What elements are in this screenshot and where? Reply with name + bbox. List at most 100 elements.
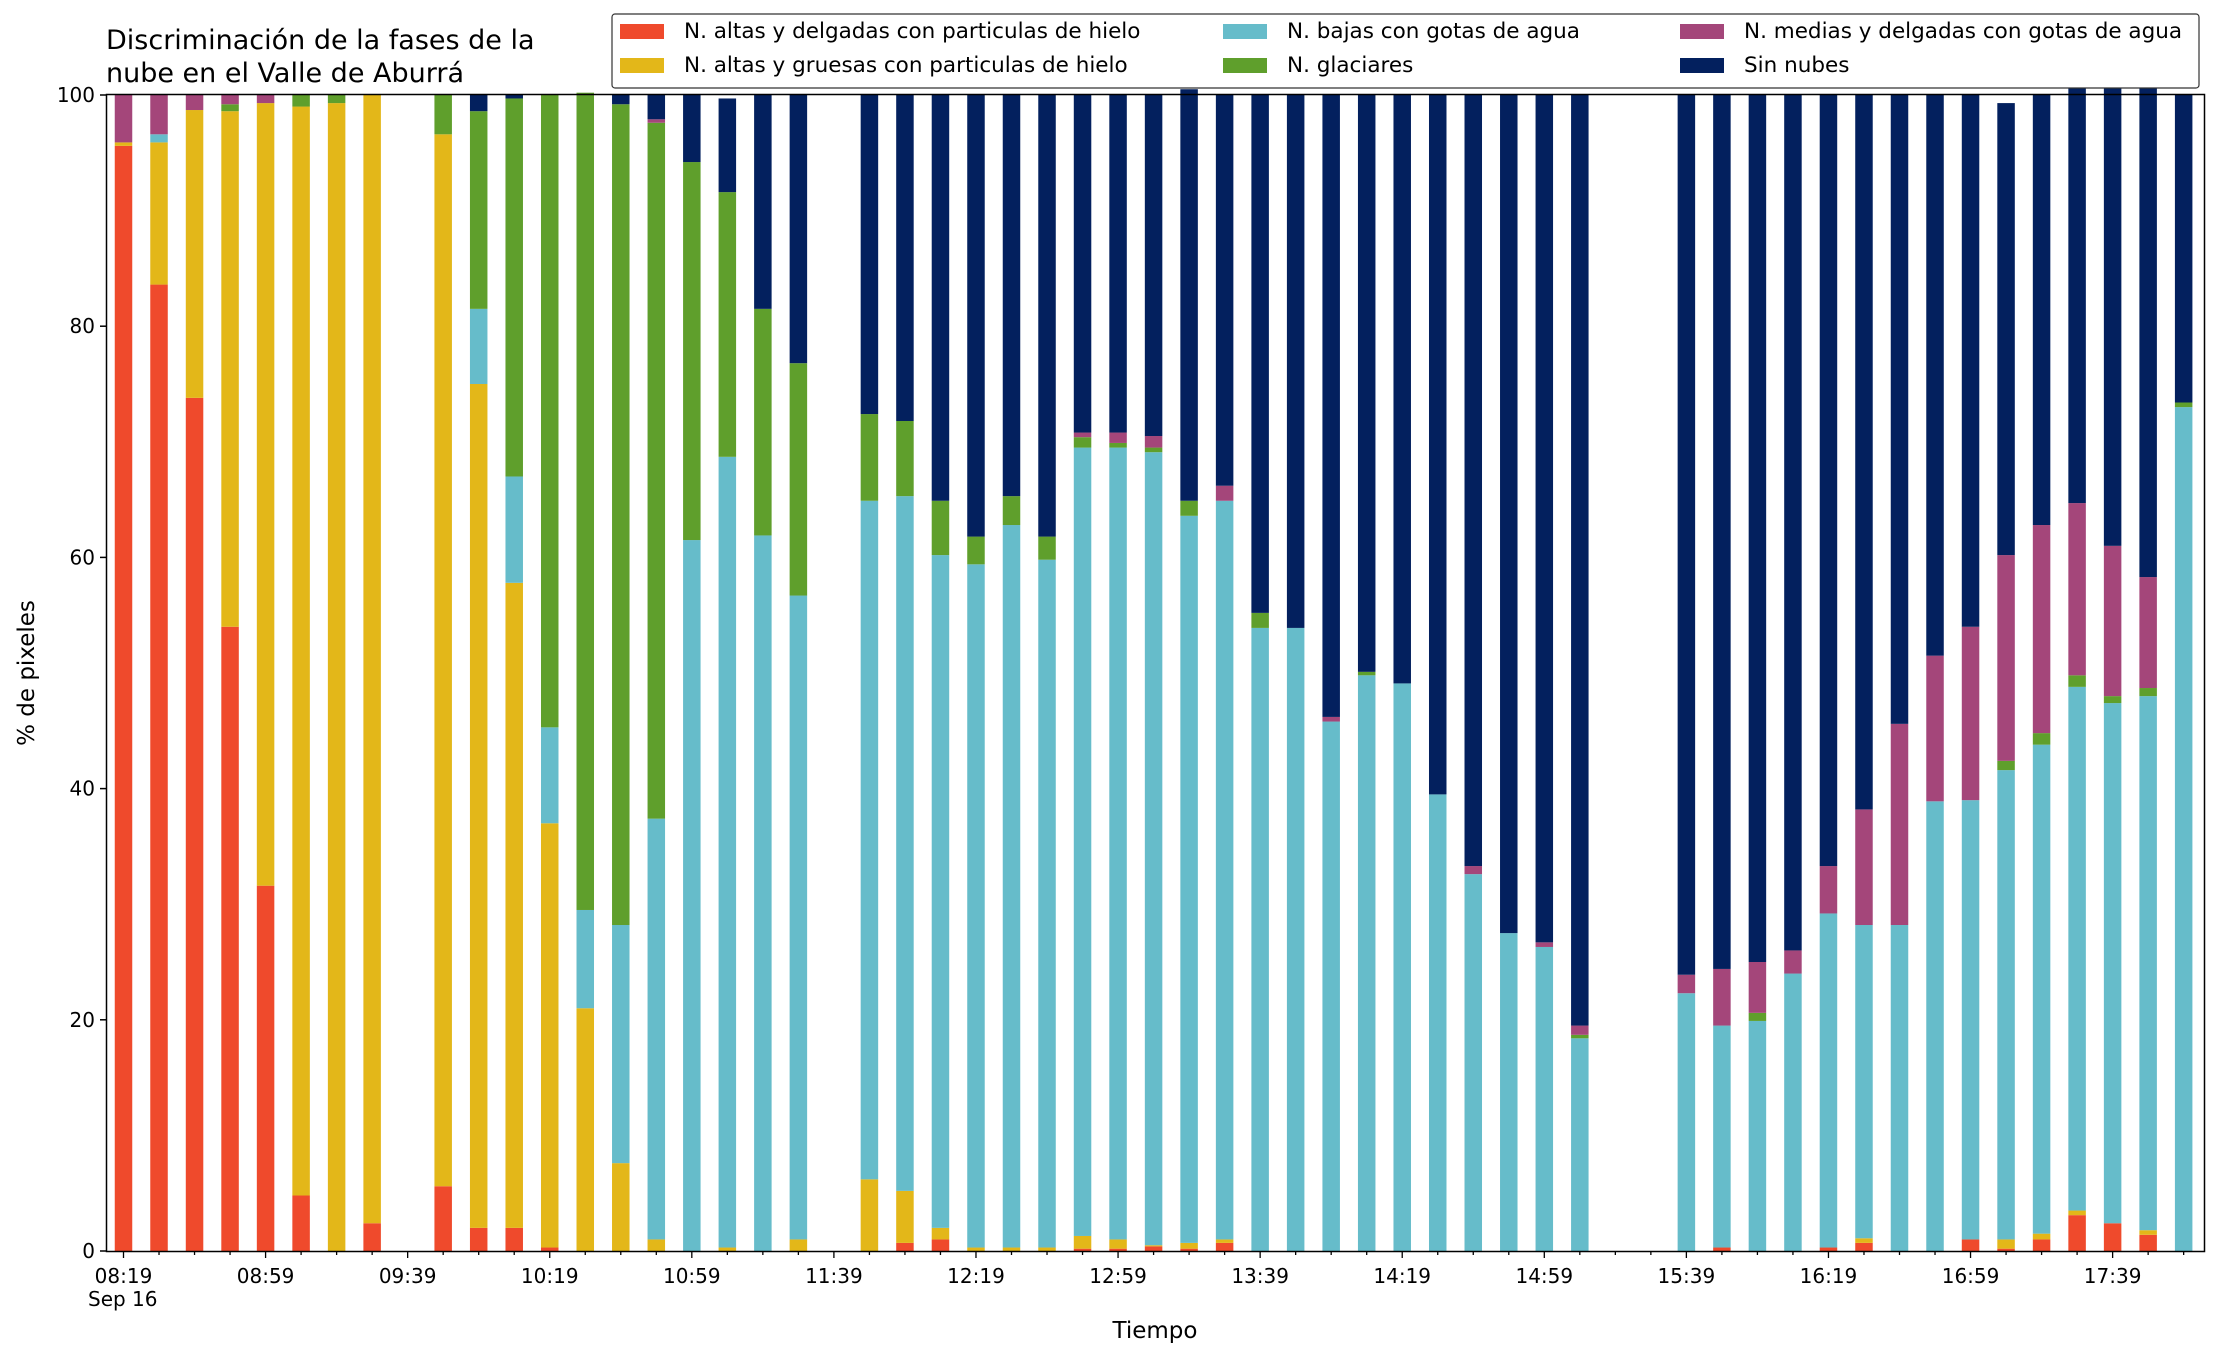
bars-layer (114, 37, 2193, 1252)
bar-segment (505, 476, 523, 583)
bar-segment (1180, 1242, 1198, 1249)
bar-segment (612, 95, 630, 105)
bar-segment (1748, 95, 1767, 962)
bar-segment (647, 818, 666, 1240)
bar-segment (221, 111, 239, 627)
bar-segment (540, 823, 559, 1248)
x-tick-label: 13:39 (1231, 1264, 1289, 1288)
bar-segment (1784, 973, 1802, 1251)
bar-segment (1038, 95, 1056, 537)
bar-segment (612, 1163, 630, 1251)
bar-segment (2032, 1239, 2051, 1251)
bar-segment (576, 1008, 595, 1251)
legend-swatch (1223, 24, 1267, 39)
bar-segment (1819, 95, 1838, 867)
y-tick-label: 0 (82, 1239, 95, 1263)
bar-segment (1180, 515, 1198, 1243)
bar-segment (1890, 925, 1909, 1251)
bar-segment (896, 1190, 914, 1243)
bar-segment (1855, 925, 1873, 1239)
bar-segment (1144, 1246, 1163, 1251)
bar-segment (256, 885, 275, 1251)
bar-segment (967, 1247, 985, 1251)
bar-segment (1073, 447, 1092, 1236)
x-axis-label: Tiempo (1112, 1318, 1198, 1344)
bar-segment (1997, 555, 2015, 761)
bar-segment (2068, 503, 2086, 676)
bar-segment (1677, 993, 1696, 1251)
bar-segment (1997, 770, 2015, 1240)
bar-segment (256, 103, 275, 886)
bar-segment (647, 122, 666, 819)
bar-segment (434, 1186, 452, 1251)
legend-label: N. altas y delgadas con particulas de hi… (684, 19, 1140, 44)
bar-segment (363, 1223, 381, 1251)
bar-segment (1748, 1020, 1767, 1251)
bar-segment (2174, 95, 2193, 403)
x-tick-label: 08:19 (95, 1264, 153, 1288)
bar-segment (931, 1227, 950, 1240)
bar-segment (1109, 442, 1127, 448)
bar-segment (185, 110, 204, 398)
bar-segment (1713, 1247, 1731, 1251)
bar-segment (718, 1247, 737, 1251)
bar-segment (1784, 950, 1802, 974)
bar-segment (1002, 95, 1021, 497)
y-tick-label: 100 (57, 83, 95, 107)
bar-segment (1535, 946, 1554, 1251)
bar-segment (931, 500, 950, 556)
bar-segment (1784, 95, 1802, 951)
bar-segment (967, 564, 985, 1248)
y-tick-label: 40 (70, 777, 95, 801)
bar-segment (1109, 95, 1127, 433)
bar-segment (505, 95, 523, 99)
bar-segment (1215, 485, 1234, 501)
bar-segment (860, 95, 879, 415)
bar-segment (1855, 809, 1873, 926)
bar-segment (1038, 1247, 1056, 1251)
bar-segment (434, 134, 452, 1187)
bar-segment (896, 95, 914, 421)
bar-segment (1997, 1239, 2015, 1249)
x-axis: 08:19 08:59 09:39 10:19 10:59 11:39 12:19 12:59… (95, 1251, 2185, 1288)
bar-segment (718, 98, 737, 193)
bar-segment (683, 540, 701, 1251)
bar-segment (754, 95, 772, 309)
bar-segment (896, 1242, 914, 1251)
bar-segment (150, 95, 168, 135)
bar-segment (221, 626, 239, 1251)
bar-segment (1926, 655, 1944, 802)
bar-segment (1926, 801, 1944, 1251)
bar-segment (754, 308, 772, 536)
bar-segment (256, 95, 275, 104)
bar-segment (576, 92, 595, 910)
bar-segment (860, 500, 879, 1180)
x-axis-date-label: Sep 16 (88, 1287, 158, 1311)
bar-segment (1571, 1034, 1589, 1039)
bar-segment (114, 145, 133, 1252)
bar-segment (292, 106, 310, 1196)
bar-segment (789, 363, 808, 596)
bar-segment (2174, 407, 2193, 1251)
bar-segment (2103, 545, 2122, 697)
bar-segment (754, 535, 772, 1251)
bar-segment (2068, 675, 2086, 687)
bar-segment (1571, 1025, 1589, 1035)
bar-segment (789, 1239, 808, 1251)
bar-segment (1144, 436, 1163, 448)
bar-segment (1002, 1247, 1021, 1251)
bar-segment (1571, 95, 1589, 1026)
bar-segment (647, 119, 666, 123)
bar-segment (1215, 500, 1234, 1240)
x-tick-label: 15:39 (1658, 1264, 1716, 1288)
bar-segment (1961, 626, 1980, 801)
x-tick-label: 16:59 (1942, 1264, 2000, 1288)
bar-segment (896, 420, 914, 497)
x-tick-label: 17:39 (2084, 1264, 2142, 1288)
bar-segment (683, 162, 701, 541)
bar-segment (1393, 95, 1411, 684)
bar-segment (1464, 874, 1483, 1251)
bar-segment (1215, 1242, 1234, 1251)
y-axis: 0 20 40 60 80 100 (57, 83, 107, 1263)
